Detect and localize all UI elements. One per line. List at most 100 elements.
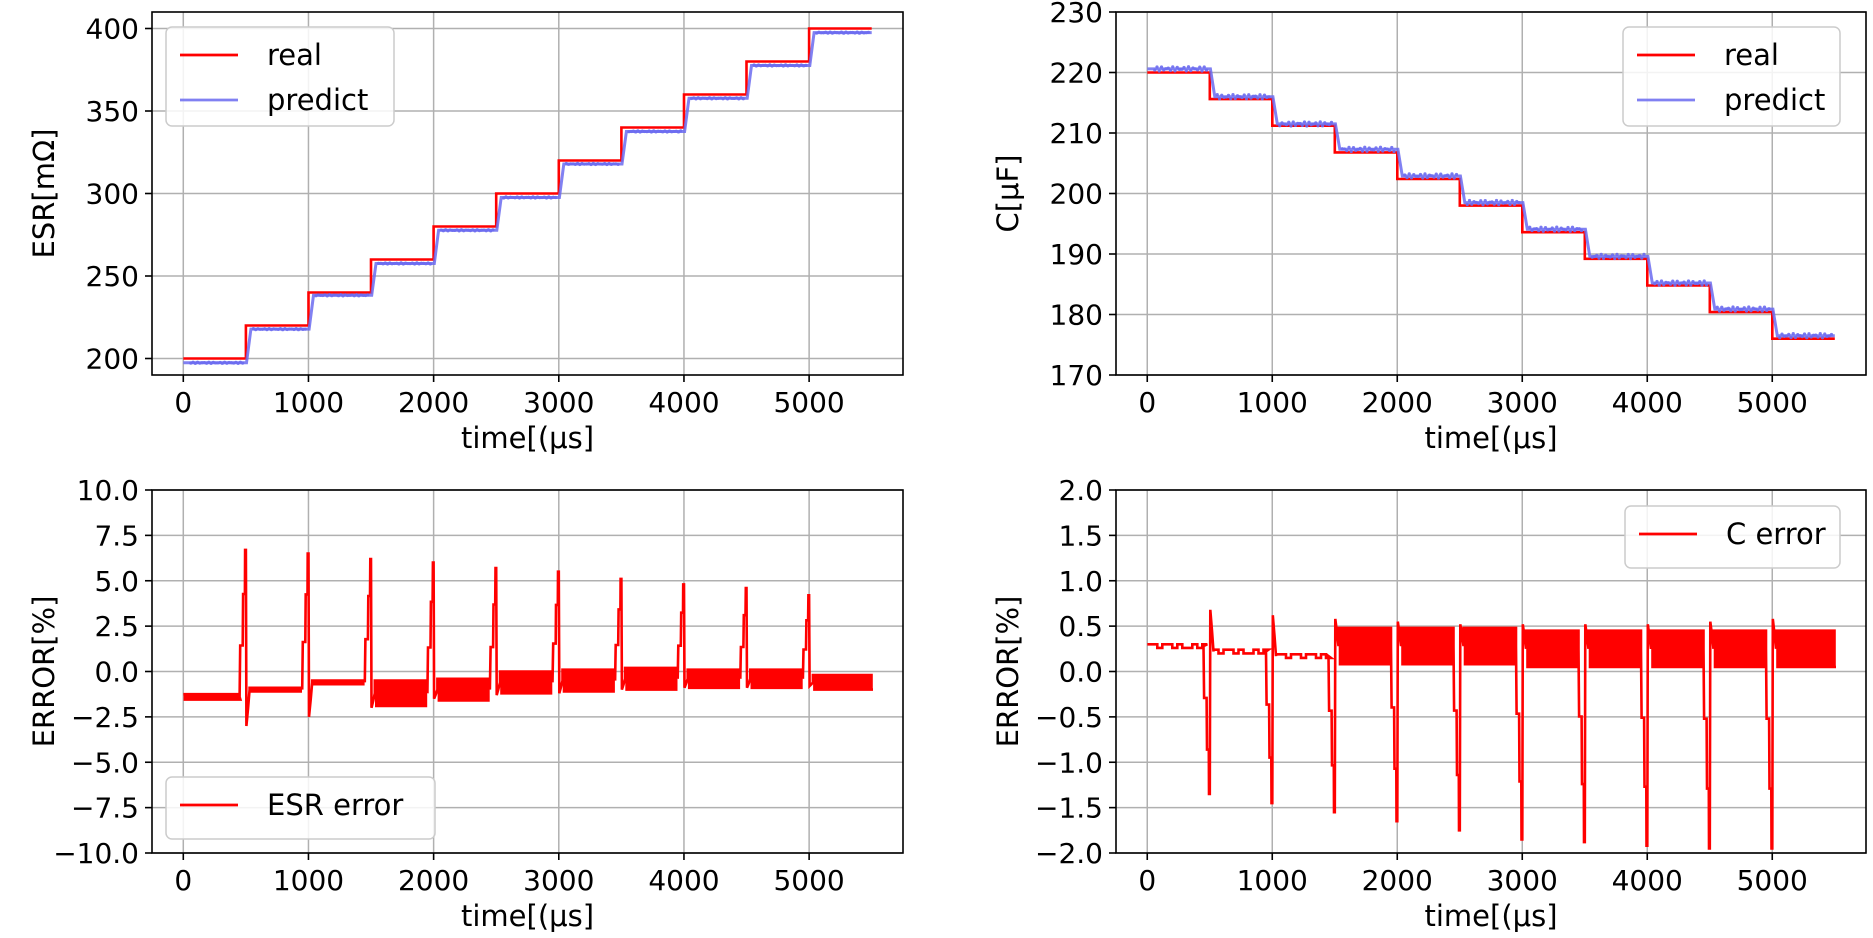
x-tick-label: 1000 <box>273 386 344 419</box>
predict-point <box>1432 175 1436 179</box>
predict-point <box>1242 93 1246 97</box>
predict-point <box>1240 96 1244 100</box>
predict-point <box>1390 145 1394 150</box>
y-axis-label: ERROR[%] <box>991 596 1025 748</box>
predict-point <box>1700 283 1704 287</box>
predict-point <box>1747 305 1751 309</box>
predict-point <box>1166 66 1170 70</box>
legend-box <box>165 776 436 840</box>
predict-point <box>1704 283 1709 287</box>
predict-point <box>1479 199 1483 203</box>
predict-point <box>1253 94 1258 98</box>
predict-point <box>1452 176 1456 180</box>
predict-point <box>1387 148 1392 153</box>
predict-point <box>287 327 292 331</box>
predict-point <box>1568 229 1572 233</box>
predict-point <box>1601 256 1606 260</box>
legend-label: C error <box>1726 517 1826 551</box>
predict-point <box>1492 202 1496 206</box>
predict-point <box>1204 68 1209 72</box>
predict-point <box>1577 227 1581 231</box>
predict-point <box>1733 309 1737 313</box>
predict-point <box>1403 173 1407 177</box>
predict-point <box>1735 305 1740 310</box>
y-axis-label: C[μF] <box>991 154 1025 232</box>
x-tick-label: 0 <box>1138 864 1156 897</box>
predict-point <box>1318 120 1322 124</box>
predict-point <box>1517 201 1521 205</box>
predict-point <box>1613 256 1617 261</box>
predict-point <box>366 293 370 297</box>
chart-esr: 0 1000 2000 3000 4000 5000 200 250 300 350 400 time… <box>27 11 904 455</box>
predict-point <box>1349 149 1353 154</box>
predict-point <box>1604 253 1608 257</box>
predict-point <box>1416 174 1420 179</box>
predict-point <box>804 63 808 67</box>
predict-point <box>1374 146 1378 150</box>
predict-point <box>1698 280 1702 284</box>
predict-point <box>1506 199 1510 203</box>
predict-point <box>332 293 336 297</box>
predict-point <box>1260 97 1264 101</box>
x-tick-label: 2000 <box>1362 386 1433 419</box>
predict-point <box>1305 124 1309 128</box>
predict-point <box>1537 229 1541 233</box>
y-tick-label: 0.5 <box>1058 610 1103 643</box>
predict-point <box>1180 67 1184 71</box>
predict-point <box>1465 202 1469 207</box>
predict-point <box>241 361 245 365</box>
predict-point <box>1597 256 1601 260</box>
predict-point <box>1287 120 1291 124</box>
predict-point <box>1483 199 1487 203</box>
predict-point <box>1552 229 1557 233</box>
predict-point <box>1575 227 1579 231</box>
predict-point <box>1642 252 1646 256</box>
predict-point <box>1508 202 1512 207</box>
x-tick-label: 0 <box>1138 386 1156 419</box>
predict-point <box>376 261 381 265</box>
y-tick-label: 1.0 <box>1058 565 1103 598</box>
series-ESR-error <box>183 548 873 727</box>
predict-point <box>1363 145 1367 149</box>
predict-point <box>1215 93 1219 97</box>
x-axis-label: time[(μs] <box>461 421 594 455</box>
predict-point <box>1573 229 1577 233</box>
predict-point <box>1675 279 1679 283</box>
predict-point <box>1662 283 1666 287</box>
predict-point <box>258 327 262 331</box>
predict-point <box>1780 332 1784 336</box>
predict-point <box>553 195 558 200</box>
predict-point <box>1470 202 1474 206</box>
predict-point <box>1731 305 1735 309</box>
predict-point <box>524 195 528 199</box>
predict-point <box>1262 93 1267 97</box>
predict-point <box>1293 123 1298 127</box>
y-tick-label: −5.0 <box>71 746 139 779</box>
predict-point <box>1756 308 1760 312</box>
predict-point <box>1765 308 1769 312</box>
predict-point <box>1202 65 1206 69</box>
legend-label: real <box>1724 38 1779 72</box>
predict-point <box>1749 309 1753 313</box>
predict-point <box>1653 282 1657 286</box>
predict-point <box>1296 121 1300 126</box>
predict-point <box>1378 145 1383 149</box>
predict-point <box>1329 120 1334 124</box>
predict-point <box>1512 202 1517 206</box>
predict-point <box>1476 202 1481 206</box>
predict-point <box>1791 331 1795 336</box>
predict-point <box>1481 203 1485 207</box>
predict-point <box>1195 68 1200 72</box>
predict-point <box>1693 281 1697 286</box>
predict-point <box>701 96 705 100</box>
predict-point <box>1407 172 1411 176</box>
y-tick-label: 210 <box>1050 117 1103 150</box>
predict-point <box>1316 124 1320 128</box>
legend-label: real <box>267 38 322 72</box>
predict-point <box>1217 97 1222 101</box>
predict-point <box>1695 281 1700 286</box>
predict-point <box>1392 149 1396 154</box>
legend: real predict <box>1622 26 1841 127</box>
predict-point <box>1624 256 1628 260</box>
predict-point <box>1445 173 1450 177</box>
